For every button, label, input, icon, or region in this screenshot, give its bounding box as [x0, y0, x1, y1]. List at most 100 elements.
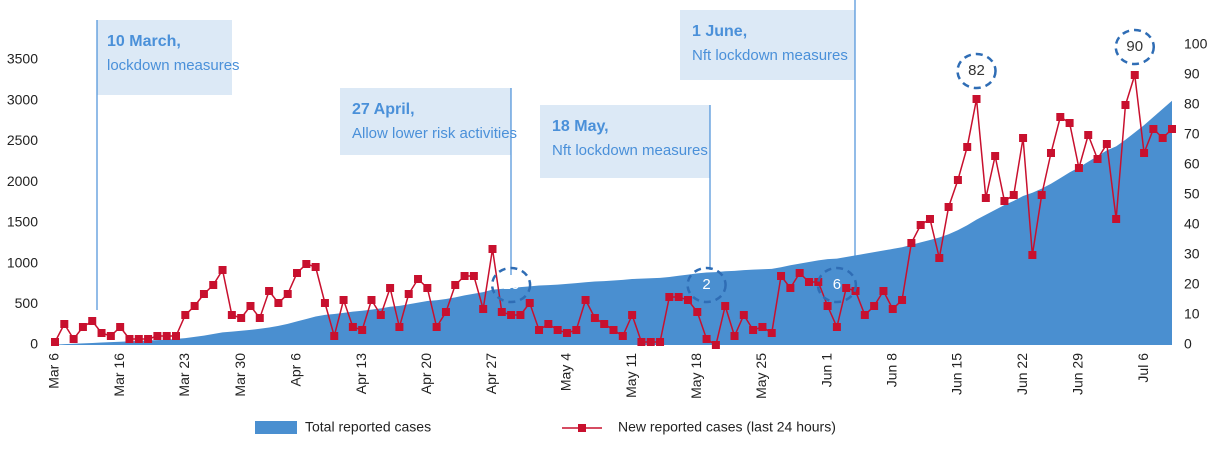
x-tick-label: Jul 6: [1135, 353, 1151, 383]
data-label: 10: [503, 276, 520, 293]
marker: [544, 320, 553, 328]
marker: [665, 293, 674, 301]
y2-tick-label: 90: [1184, 66, 1200, 82]
marker: [981, 194, 990, 202]
legend-label: New reported cases (last 24 hours): [618, 419, 836, 435]
marker: [106, 332, 115, 340]
marker: [293, 269, 302, 277]
annotation-text: Allow lower risk activities: [352, 125, 517, 142]
y-tick-label: 3500: [7, 51, 38, 67]
marker: [1168, 125, 1176, 133]
marker: [916, 221, 925, 229]
y2-tick-label: 100: [1184, 36, 1208, 52]
marker: [721, 302, 730, 310]
x-tick-label: May 11: [623, 353, 639, 398]
marker: [153, 332, 162, 340]
marker: [283, 290, 292, 298]
marker: [265, 287, 274, 295]
marker: [181, 311, 190, 319]
marker: [535, 326, 544, 334]
marker: [330, 332, 339, 340]
marker: [860, 311, 869, 319]
annotation-title: 1 June,: [692, 23, 747, 40]
y2-tick-label: 40: [1184, 216, 1200, 232]
annotation-title: 18 May,: [552, 118, 609, 135]
marker: [1084, 131, 1093, 139]
marker: [637, 338, 646, 346]
legend-swatch: [255, 421, 297, 434]
marker: [842, 284, 851, 292]
marker: [78, 323, 87, 331]
annotation-text: Nft lockdown measures: [692, 47, 848, 64]
x-tick-label: Mar 30: [232, 353, 248, 397]
annotation-box: [540, 105, 710, 178]
x-tick-label: May 25: [753, 353, 769, 399]
marker: [376, 311, 385, 319]
marker: [97, 329, 106, 337]
marker: [991, 152, 1000, 160]
annotation-text: Nft lockdown measures: [552, 142, 708, 159]
marker: [60, 320, 69, 328]
marker: [786, 284, 795, 292]
marker: [1158, 134, 1167, 142]
marker: [311, 263, 320, 271]
marker: [358, 326, 367, 334]
marker: [348, 323, 357, 331]
marker: [767, 329, 776, 337]
marker: [451, 281, 460, 289]
marker: [190, 302, 199, 310]
marker: [302, 260, 311, 268]
y-tick-label: 2500: [7, 132, 38, 148]
marker: [1009, 191, 1018, 199]
marker: [227, 311, 236, 319]
marker: [1000, 197, 1009, 205]
annotation-text: lockdown measures: [107, 57, 240, 74]
x-tick-label: Apr 20: [418, 353, 434, 394]
marker: [618, 332, 627, 340]
marker: [507, 311, 516, 319]
y-tick-label: 1000: [7, 254, 38, 270]
marker: [963, 143, 972, 151]
marker: [1037, 191, 1046, 199]
x-tick-label: Jun 1: [818, 353, 834, 387]
y2-tick-label: 30: [1184, 246, 1200, 262]
legend-label: Total reported cases: [305, 419, 431, 435]
marker: [218, 266, 227, 274]
marker: [1121, 101, 1130, 109]
y2-tick-label: 10: [1184, 306, 1200, 322]
marker: [925, 215, 934, 223]
marker: [69, 335, 78, 343]
marker: [516, 311, 525, 319]
label-circle: [490, 266, 532, 304]
marker: [711, 341, 720, 349]
x-tick-label: Jun 29: [1070, 353, 1086, 395]
x-tick-label: Mar 23: [176, 353, 192, 397]
marker: [1149, 125, 1158, 133]
marker: [88, 317, 97, 325]
label-circle: [816, 266, 858, 304]
marker: [469, 272, 478, 280]
x-tick-label: Apr 27: [483, 353, 499, 394]
marker: [1074, 164, 1083, 172]
y2-tick-label: 50: [1184, 186, 1200, 202]
marker: [693, 308, 702, 316]
marker: [553, 326, 562, 334]
marker: [255, 314, 264, 322]
data-label: 2: [702, 276, 710, 293]
marker: [656, 338, 665, 346]
marker: [246, 302, 255, 310]
marker: [1102, 140, 1111, 148]
y2-tick-label: 80: [1184, 96, 1200, 112]
marker: [172, 332, 181, 340]
marker: [953, 176, 962, 184]
marker: [162, 332, 171, 340]
marker: [646, 338, 655, 346]
marker: [702, 335, 711, 343]
x-tick-label: May 18: [688, 353, 704, 399]
y-tick-label: 500: [15, 295, 39, 311]
y-tick-label: 0: [30, 336, 38, 352]
marker: [1093, 155, 1102, 163]
area: [55, 100, 1172, 345]
marker: [479, 305, 488, 313]
